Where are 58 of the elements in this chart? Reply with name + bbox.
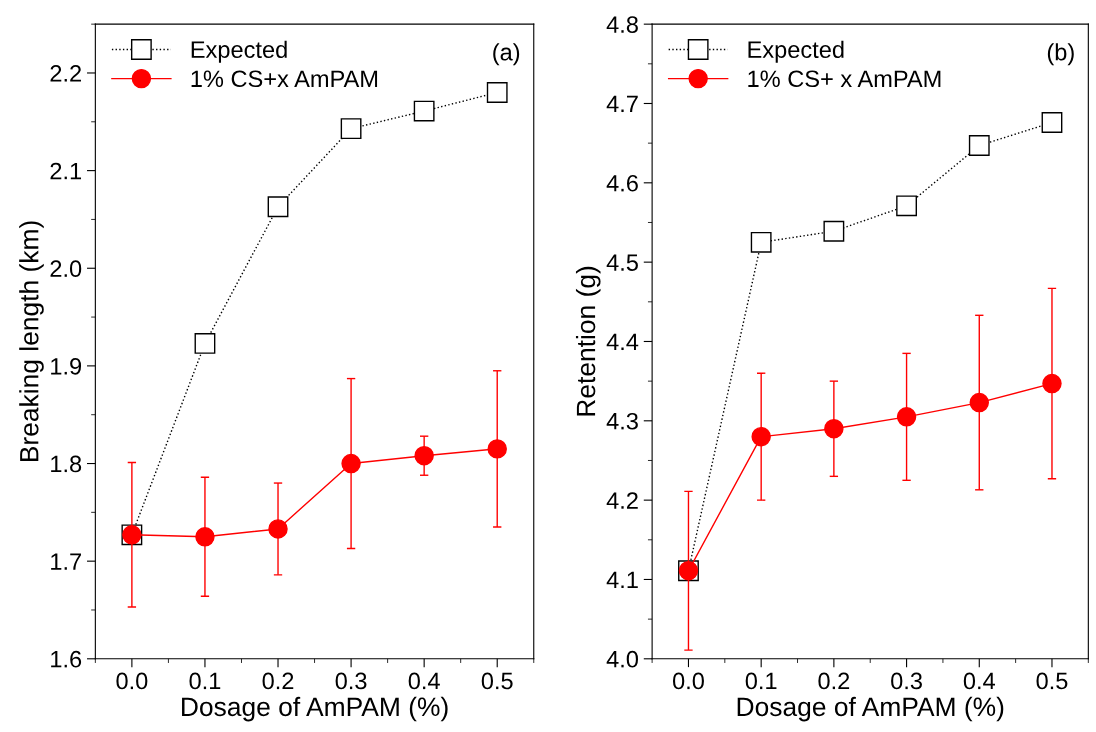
y-axis-title: Retention (g) [575,266,601,416]
x-tick-label: 0.0 [672,672,704,690]
x-tick-label: 0.5 [1036,672,1068,690]
x-tick-label: 0.4 [963,672,995,690]
y-tick-label: 4.1 [606,571,638,589]
point [268,519,288,539]
x-tick-label: 0.2 [262,672,294,690]
annotation: (b) [1047,43,1074,66]
point [1041,112,1063,133]
point [267,196,289,218]
point [414,445,434,466]
point [896,407,917,427]
point [341,453,361,474]
y-tick-label: 4.2 [606,492,638,509]
point [751,426,771,447]
y-tick-label: 4.0 [606,650,639,668]
point [486,82,508,103]
x-tick-label: 0.0 [116,672,148,690]
point [750,231,772,253]
y-tick-label: 4.7 [606,95,638,113]
point [413,100,435,122]
point [896,195,917,217]
x-tick-label: 0.4 [408,672,440,690]
point [340,118,362,140]
y-tick-label: 4.4 [606,333,639,351]
x-axis-title: Dosage of AmPAM (%) [182,696,448,722]
y-tick-label: 2.0 [50,260,82,278]
annotation: (a) [493,43,520,66]
legend-label: Expected [191,40,287,63]
y-tick-label: 4.3 [606,412,638,430]
x-tick-label: 0.3 [891,672,922,690]
x-tick-label: 0.3 [335,672,367,690]
y-axis-title: Breaking length (km) [19,221,44,462]
y-tick-label: 4.6 [606,174,638,192]
y-tick-label: 1.8 [51,455,82,473]
x-tick-label: 0.2 [818,672,850,690]
y-tick-label: 4.5 [606,254,638,271]
y-tick-label: 2.2 [50,65,81,82]
point [823,220,845,242]
legend-label: Expected [748,40,844,63]
point [824,419,844,439]
point [1042,373,1062,394]
y-tick-label: 1.6 [51,650,82,668]
point [487,439,507,459]
legend-label: 1% CS+x AmPAM [191,70,378,88]
y-tick-label: 2.1 [50,162,82,180]
x-tick-label: 0.1 [189,672,221,690]
legend-label: 1% CS+ x AmPAM [748,70,941,88]
y-tick-label: 4.8 [606,16,638,33]
x-tick-label: 0.1 [745,672,777,690]
y-tick-label: 1.9 [51,357,82,375]
point [969,392,989,413]
y-tick-label: 1.7 [51,553,81,570]
point [194,333,216,354]
point [195,527,215,547]
x-axis-title: Dosage of AmPAM (%) [737,696,1004,722]
x-tick-label: 0.5 [481,672,513,690]
point [968,135,990,156]
